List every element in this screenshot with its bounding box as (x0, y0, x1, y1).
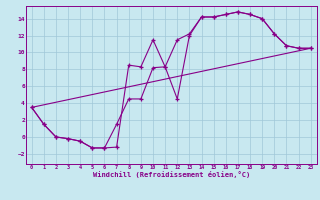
X-axis label: Windchill (Refroidissement éolien,°C): Windchill (Refroidissement éolien,°C) (92, 171, 250, 178)
